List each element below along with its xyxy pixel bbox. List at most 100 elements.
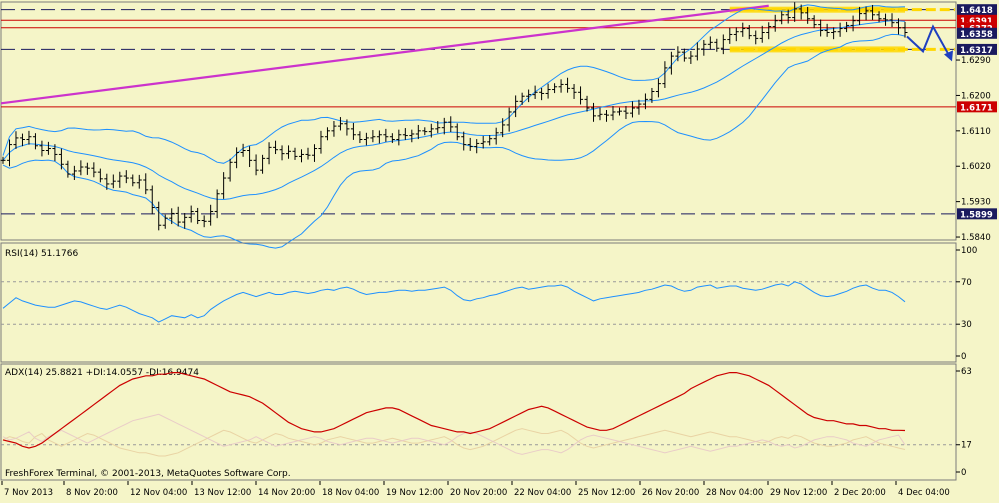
price-panel[interactable]: 1.6290 1.6200 1.6110 1.6020 1.5930 1.5840 1.6… — [0, 1, 998, 249]
price-bar — [389, 133, 395, 144]
adx-title: ADX(14) 25.8821 +DI:14.0557 -DI:16.9474 — [5, 368, 199, 378]
price-bar — [195, 207, 201, 225]
price-bar — [357, 131, 363, 144]
price-bar — [493, 127, 499, 145]
horizontal-levels[interactable] — [1, 9, 956, 215]
rsi-tick-label: 0 — [961, 352, 966, 362]
price-bar — [805, 6, 811, 24]
price-bar — [597, 107, 603, 121]
price-bar — [13, 131, 19, 149]
price-bar — [402, 128, 408, 140]
price-bar — [97, 168, 103, 183]
price-bar — [266, 142, 272, 165]
price-tick-label: 1.6020 — [961, 162, 991, 172]
price-bar — [688, 50, 694, 64]
price-bar — [694, 42, 700, 61]
price-bar — [831, 27, 837, 40]
price-bar — [422, 127, 428, 136]
price-bar — [487, 135, 493, 146]
price-bar — [32, 133, 38, 150]
rsi-line — [2, 281, 906, 323]
adx-tick-label: 17 — [961, 441, 972, 451]
price-bar — [19, 133, 25, 147]
price-bar — [642, 93, 648, 110]
price-bar — [655, 78, 661, 98]
price-label-bg — [957, 27, 997, 39]
price-tick-label: 1.5930 — [961, 198, 991, 208]
price-bar — [591, 102, 597, 122]
price-bar — [227, 158, 233, 182]
price-bar — [668, 51, 674, 75]
rsi-tick-label: 100 — [961, 246, 977, 256]
price-bar — [578, 86, 584, 105]
price-bar — [545, 83, 551, 99]
bollinger-middle — [2, 20, 906, 201]
price-bar — [753, 30, 759, 45]
adx-tick-label: 0 — [961, 468, 966, 478]
price-bar — [798, 4, 804, 20]
time-tick-label: 26 Nov 20:00 — [642, 488, 699, 498]
time-tick-label: 13 Nov 12:00 — [194, 488, 251, 498]
price-bar — [383, 128, 389, 142]
magenta-trendline — [0, 4, 769, 105]
time-tick-label: 18 Nov 04:00 — [322, 488, 379, 498]
price-label-text: 1.6317 — [960, 46, 993, 56]
price-label: 1.6171 — [957, 101, 997, 113]
price-bar — [350, 122, 356, 140]
price-axis: 1.6290 1.6200 1.6110 1.6020 1.5930 1.5840 — [956, 56, 991, 243]
trendline[interactable] — [0, 4, 769, 105]
bollinger-upper — [2, 4, 906, 164]
price-label: 1.6391 — [957, 14, 997, 27]
price-bar — [110, 174, 116, 189]
price-bar — [0, 156, 6, 164]
price-level-labels: 1.64181.63911.63721.63581.63171.61711.58… — [957, 4, 997, 220]
price-bar — [428, 123, 434, 138]
price-bar — [837, 22, 843, 37]
price-bar — [461, 131, 467, 151]
price-bar — [311, 144, 317, 162]
price-label: 1.6317 — [957, 43, 997, 56]
price-bar — [844, 21, 850, 33]
adx-panel[interactable]: ADX(14) 25.8821 +DI:14.0557 -DI:16.9474 … — [0, 363, 972, 481]
rsi-panel[interactable]: RSI(14) 51.1766 100 70 30 0 — [0, 242, 977, 363]
price-bar — [71, 165, 77, 180]
price-bar — [552, 83, 558, 94]
price-label-text: 1.6358 — [960, 30, 993, 40]
price-bar — [78, 160, 84, 176]
time-tick-label: 20 Nov 20:00 — [450, 488, 507, 498]
price-bar — [240, 143, 246, 157]
price-bar — [629, 101, 635, 118]
price-bar — [253, 154, 259, 176]
adx-tick-label: 63 — [961, 367, 972, 377]
time-tick-label: 14 Nov 20:00 — [258, 488, 315, 498]
time-tick-label: 2 Dec 20:00 — [834, 488, 886, 498]
time-tick-label: 29 Nov 12:00 — [770, 488, 827, 498]
price-bar — [714, 38, 720, 52]
price-bar — [396, 129, 402, 146]
price-label-bg — [957, 4, 997, 16]
price-label-text: 1.5899 — [960, 210, 993, 220]
price-bar — [344, 119, 350, 136]
price-bar — [84, 162, 90, 175]
price-bar — [467, 137, 473, 151]
price-bar — [234, 147, 240, 169]
price-bar — [623, 106, 629, 120]
minus-di-line — [2, 413, 906, 455]
price-bar — [45, 141, 51, 155]
time-tick-label: 8 Nov 20:00 — [66, 488, 118, 498]
price-bar — [454, 123, 460, 141]
price-bar — [474, 139, 480, 154]
price-bar — [214, 189, 220, 219]
price-bar — [6, 139, 12, 167]
price-bar — [376, 130, 382, 144]
price-bar — [480, 135, 486, 149]
rsi-tick-label: 70 — [961, 278, 972, 288]
price-bar — [701, 39, 707, 56]
price-bar — [539, 87, 545, 101]
price-bar — [363, 132, 369, 146]
price-bar — [299, 149, 305, 163]
time-tick-label: 22 Nov 04:00 — [514, 488, 571, 498]
price-tick-label: 1.6290 — [961, 56, 991, 66]
